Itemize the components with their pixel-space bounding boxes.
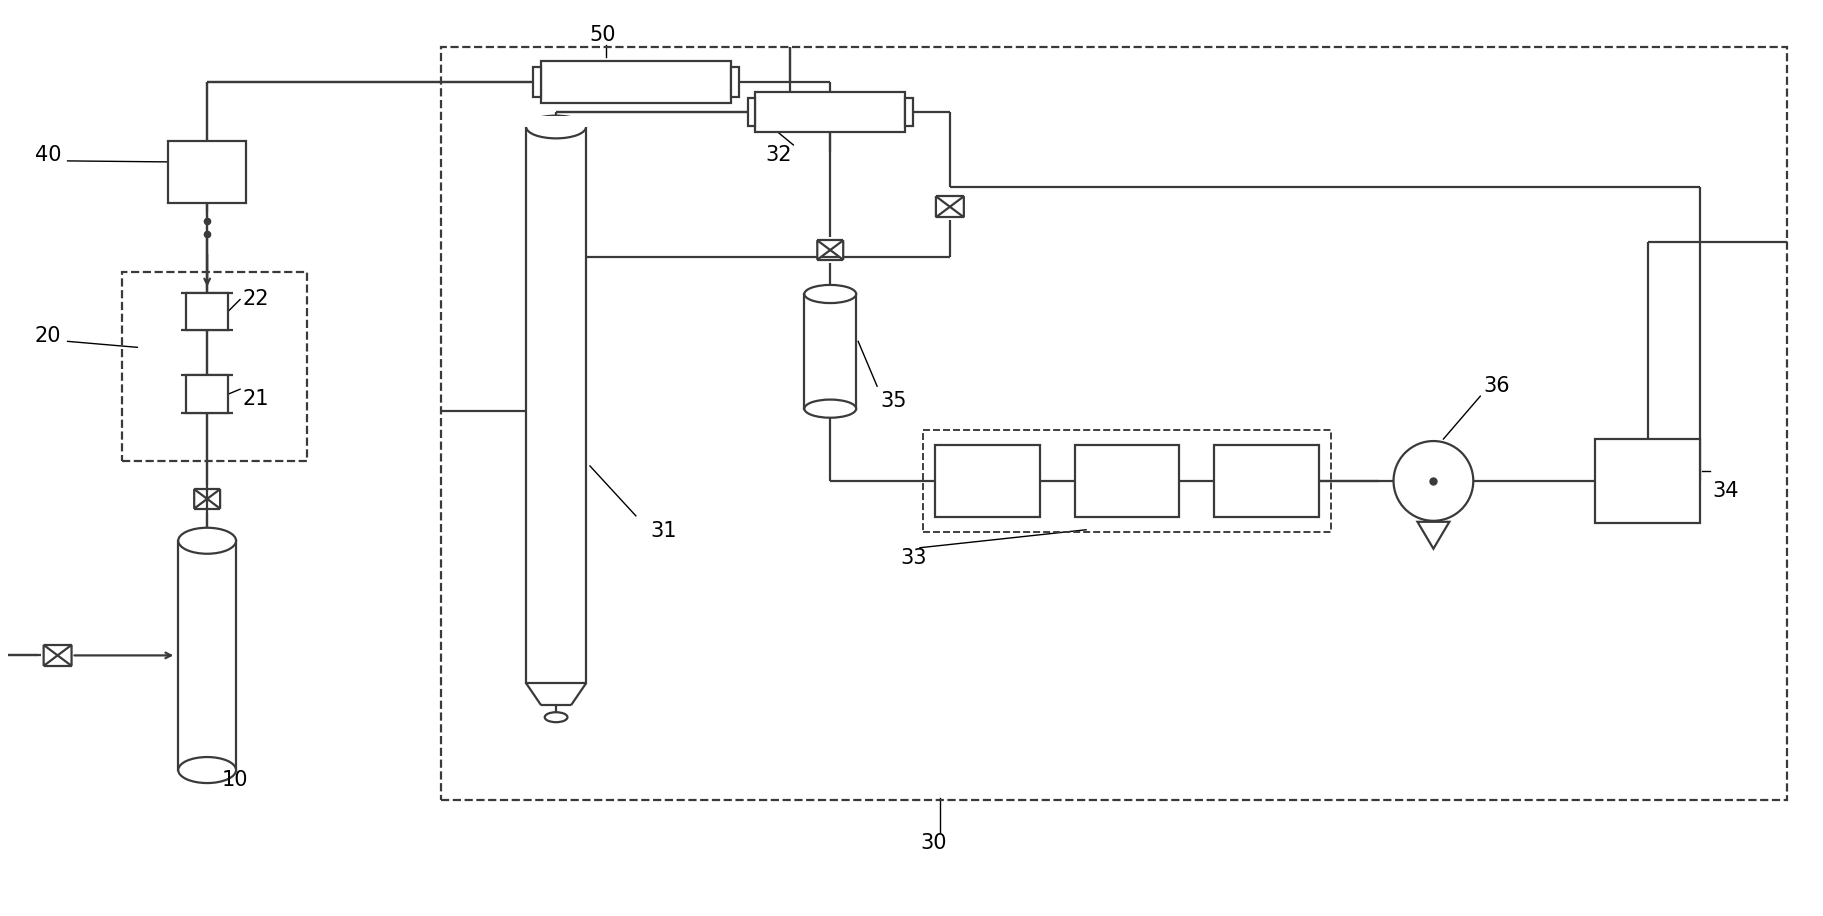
Bar [731, 67, 738, 97]
Bar [755, 93, 904, 132]
Text: 31: 31 [651, 521, 676, 540]
Text: 34: 34 [1712, 481, 1737, 501]
Circle shape [1393, 441, 1473, 521]
Text: 30: 30 [919, 833, 946, 853]
Text: 22: 22 [242, 289, 268, 310]
Text: 36: 36 [1482, 376, 1509, 397]
Text: 10: 10 [222, 770, 248, 790]
Polygon shape [193, 489, 208, 508]
Ellipse shape [179, 757, 235, 783]
Text: 32: 32 [766, 145, 791, 165]
Text: 35: 35 [881, 391, 906, 411]
Bar [747, 98, 755, 126]
Polygon shape [58, 645, 71, 666]
Polygon shape [44, 645, 58, 666]
Polygon shape [208, 489, 221, 508]
Text: 33: 33 [899, 548, 926, 568]
Polygon shape [817, 240, 829, 260]
Polygon shape [950, 196, 963, 217]
Bar [1214, 445, 1318, 517]
Text: 50: 50 [589, 26, 614, 45]
Ellipse shape [179, 528, 235, 554]
Bar [525, 115, 587, 127]
Bar [122, 271, 306, 461]
Bar [441, 48, 1787, 800]
Bar [186, 292, 228, 331]
Polygon shape [1416, 522, 1449, 549]
Text: 21: 21 [242, 389, 268, 409]
Text: 40: 40 [35, 145, 62, 165]
Ellipse shape [804, 399, 855, 418]
Bar [179, 540, 235, 770]
Ellipse shape [525, 115, 585, 138]
Bar [168, 141, 246, 202]
Bar [1595, 439, 1699, 523]
Bar [904, 98, 913, 126]
Polygon shape [829, 240, 842, 260]
Bar [935, 445, 1039, 517]
Bar [541, 61, 731, 104]
Bar [532, 67, 541, 97]
Bar [525, 127, 585, 683]
Polygon shape [935, 196, 950, 217]
Bar [922, 431, 1331, 532]
Bar [1074, 445, 1178, 517]
Ellipse shape [545, 713, 567, 722]
Bar [804, 294, 855, 409]
Ellipse shape [804, 285, 855, 303]
Text: 20: 20 [35, 326, 62, 346]
Bar [186, 376, 228, 413]
